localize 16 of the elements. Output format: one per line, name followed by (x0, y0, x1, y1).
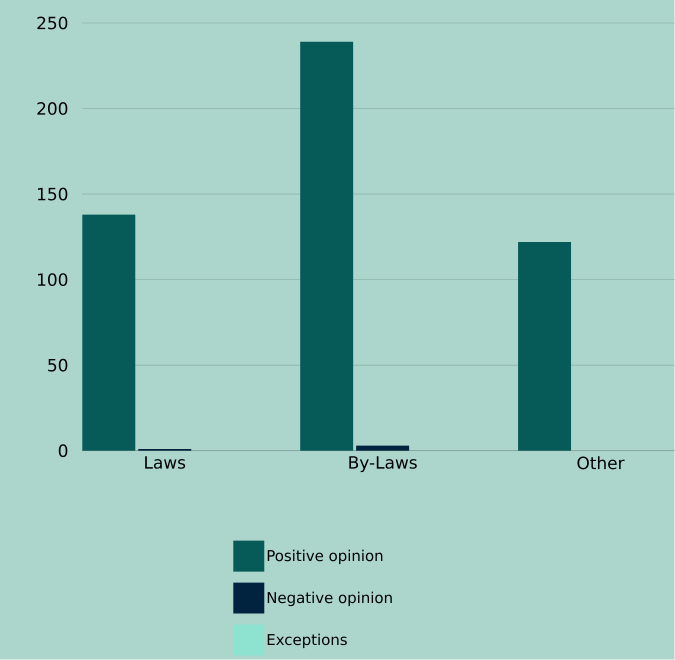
x-tick-label: Laws (145, 456, 186, 470)
y-tick-label: 200 (37, 102, 68, 116)
bar (356, 446, 410, 451)
y-tick-label: 0 (58, 444, 68, 458)
bar (82, 214, 136, 451)
legend-label: Negative opinion (268, 592, 392, 606)
x-tick-label: By-Laws (349, 456, 417, 472)
legend-label: Positive opinion (268, 550, 382, 564)
y-tick-label: 100 (38, 273, 68, 286)
legend-label: Exceptions (268, 634, 347, 648)
y-tick-label: 150 (38, 188, 68, 201)
y-tick-label: 250 (37, 16, 68, 30)
y-tick-label: 50 (48, 358, 68, 372)
bar (518, 242, 572, 451)
x-tick-label: Other (577, 456, 625, 470)
bar (300, 42, 354, 451)
